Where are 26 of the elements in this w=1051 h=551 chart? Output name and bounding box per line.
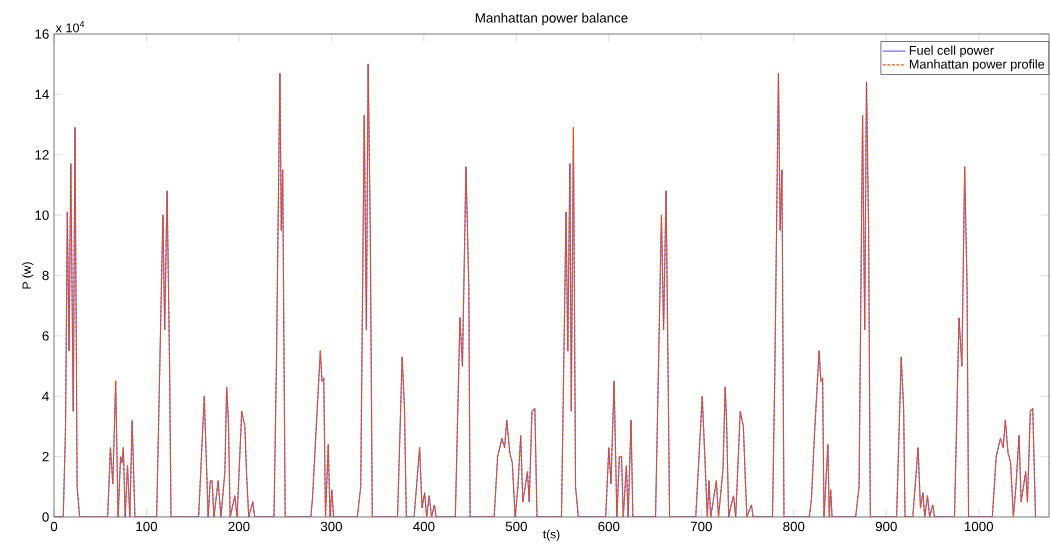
x-axis-title: t(s)	[543, 529, 560, 541]
x-tick-label: 0	[50, 521, 58, 532]
y-axis-title: P (w)	[22, 262, 34, 289]
x-tick-label: 500	[505, 521, 527, 532]
x-tick-label: 200	[228, 521, 250, 532]
y-tick-label: 0	[42, 512, 49, 522]
y-tick-label: 2	[42, 451, 49, 462]
legend-label: Fuel cell power	[909, 45, 994, 58]
x-tick-label: 800	[783, 521, 805, 532]
y-tick-label: 8	[42, 270, 49, 281]
y-tick-label: 4	[42, 391, 49, 401]
chart-title: Manhattan power balance	[475, 12, 628, 26]
y-tick-label: 12	[35, 150, 49, 160]
y-tick-label: 14	[35, 89, 49, 99]
legend-label: Manhattan power profile	[909, 59, 1045, 72]
x-tick-label: 1000	[964, 521, 994, 532]
x-tick-label: 600	[598, 521, 620, 532]
x-tick-label: 900	[875, 521, 897, 532]
x-tick-label: 100	[136, 521, 158, 532]
x-tick-label: 700	[690, 521, 712, 532]
x-tick-label: 400	[413, 521, 435, 532]
y-tick-label: 10	[35, 210, 49, 220]
text: x 10$^{4}$	[55, 21, 85, 33]
y-tick-label: 6	[42, 331, 49, 341]
y-tick-label: 16	[35, 29, 49, 39]
x-tick-label: 300	[320, 521, 343, 532]
